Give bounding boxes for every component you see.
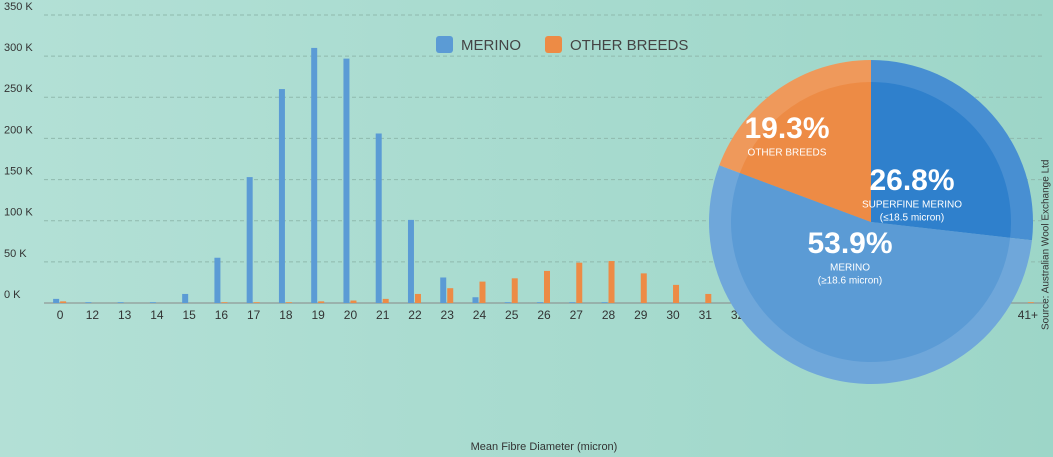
bar	[472, 297, 479, 303]
bar	[253, 302, 260, 303]
bar	[246, 177, 253, 303]
x-tick-label: 15	[182, 308, 196, 322]
pie-value-label: 26.8%	[869, 164, 954, 197]
bar	[601, 302, 608, 303]
bar	[278, 89, 285, 303]
x-tick-label: 25	[505, 308, 519, 322]
x-tick-label: 21	[376, 308, 390, 322]
x-tick-label: 31	[699, 308, 713, 322]
y-tick-label: 350 K	[4, 1, 33, 13]
bar	[576, 262, 583, 303]
legend-label: OTHER BREEDS	[570, 37, 688, 54]
x-tick-label: 23	[441, 308, 455, 322]
x-tick-label: 13	[118, 308, 132, 322]
y-tick-label: 100 K	[4, 207, 33, 219]
bar	[318, 301, 325, 303]
bar	[343, 58, 350, 304]
legend-swatch	[436, 36, 453, 53]
y-tick-label: 200 K	[4, 124, 33, 136]
bar	[673, 284, 680, 303]
bar	[214, 257, 221, 303]
x-tick-label: 24	[473, 308, 487, 322]
bar	[311, 47, 318, 303]
bar	[544, 270, 550, 303]
bar	[182, 293, 189, 303]
bar	[1027, 302, 1034, 303]
x-tick-label: 12	[86, 308, 100, 322]
y-tick-label: 50 K	[4, 248, 27, 260]
pie-slice	[739, 82, 871, 222]
x-tick-label: 29	[634, 308, 648, 322]
pie-note: (≥18.6 micron)	[818, 276, 882, 287]
bar	[705, 293, 712, 303]
bar	[447, 288, 454, 303]
pie-slice	[731, 172, 1011, 362]
pie-value-label: 19.3%	[744, 112, 829, 145]
bar	[569, 302, 576, 303]
bar	[85, 302, 92, 303]
pie-slice	[871, 82, 1012, 238]
pie-category-label: OTHER BREEDS	[748, 148, 827, 159]
legend-label: MERINO	[461, 37, 521, 54]
x-tick-label: 16	[215, 308, 229, 322]
bar	[117, 302, 124, 303]
x-tick-label: 28	[602, 308, 616, 322]
pie-category-label: SUPERFINE MERINO	[862, 200, 962, 211]
pie-note: (≤18.5 micron)	[880, 213, 944, 224]
x-tick-label: 0	[57, 308, 64, 322]
bar	[608, 261, 615, 303]
x-tick-label: 20	[344, 308, 358, 322]
x-tick-label: 26	[537, 308, 551, 322]
x-tick-label: 14	[150, 308, 164, 322]
bar	[382, 298, 389, 303]
x-tick-label: 18	[279, 308, 293, 322]
bar	[504, 302, 511, 303]
source: Source: Australian Wool Exchange Ltd	[1041, 160, 1052, 330]
y-tick-label: 150 K	[4, 165, 33, 177]
x-tick-label: 41+	[1018, 308, 1038, 322]
bar	[640, 273, 647, 303]
bar	[53, 298, 60, 303]
bar	[60, 301, 67, 303]
x-tick-label: 17	[247, 308, 261, 322]
legend-swatch	[545, 36, 562, 53]
y-tick-label: 300 K	[4, 42, 33, 54]
x-tick-label: 22	[408, 308, 422, 322]
bar	[375, 133, 382, 303]
bar	[149, 302, 156, 303]
bar	[440, 277, 447, 303]
bar	[537, 302, 543, 303]
bar	[479, 281, 486, 303]
pie-value-label: 53.9%	[807, 227, 892, 260]
pie-category-label: MERINO	[830, 263, 870, 274]
x-axis-label: Mean Fibre Diameter (micron)	[471, 441, 618, 453]
y-tick-label: 250 K	[4, 83, 33, 95]
x-tick-label: 27	[570, 308, 584, 322]
bar	[350, 300, 357, 303]
bar	[285, 302, 292, 303]
bar	[414, 293, 421, 303]
bar	[221, 302, 228, 303]
x-tick-label: 19	[312, 308, 326, 322]
y-tick-label: 0 K	[4, 289, 21, 301]
x-tick-label: 30	[666, 308, 680, 322]
bar	[511, 278, 518, 303]
bar	[407, 219, 414, 303]
